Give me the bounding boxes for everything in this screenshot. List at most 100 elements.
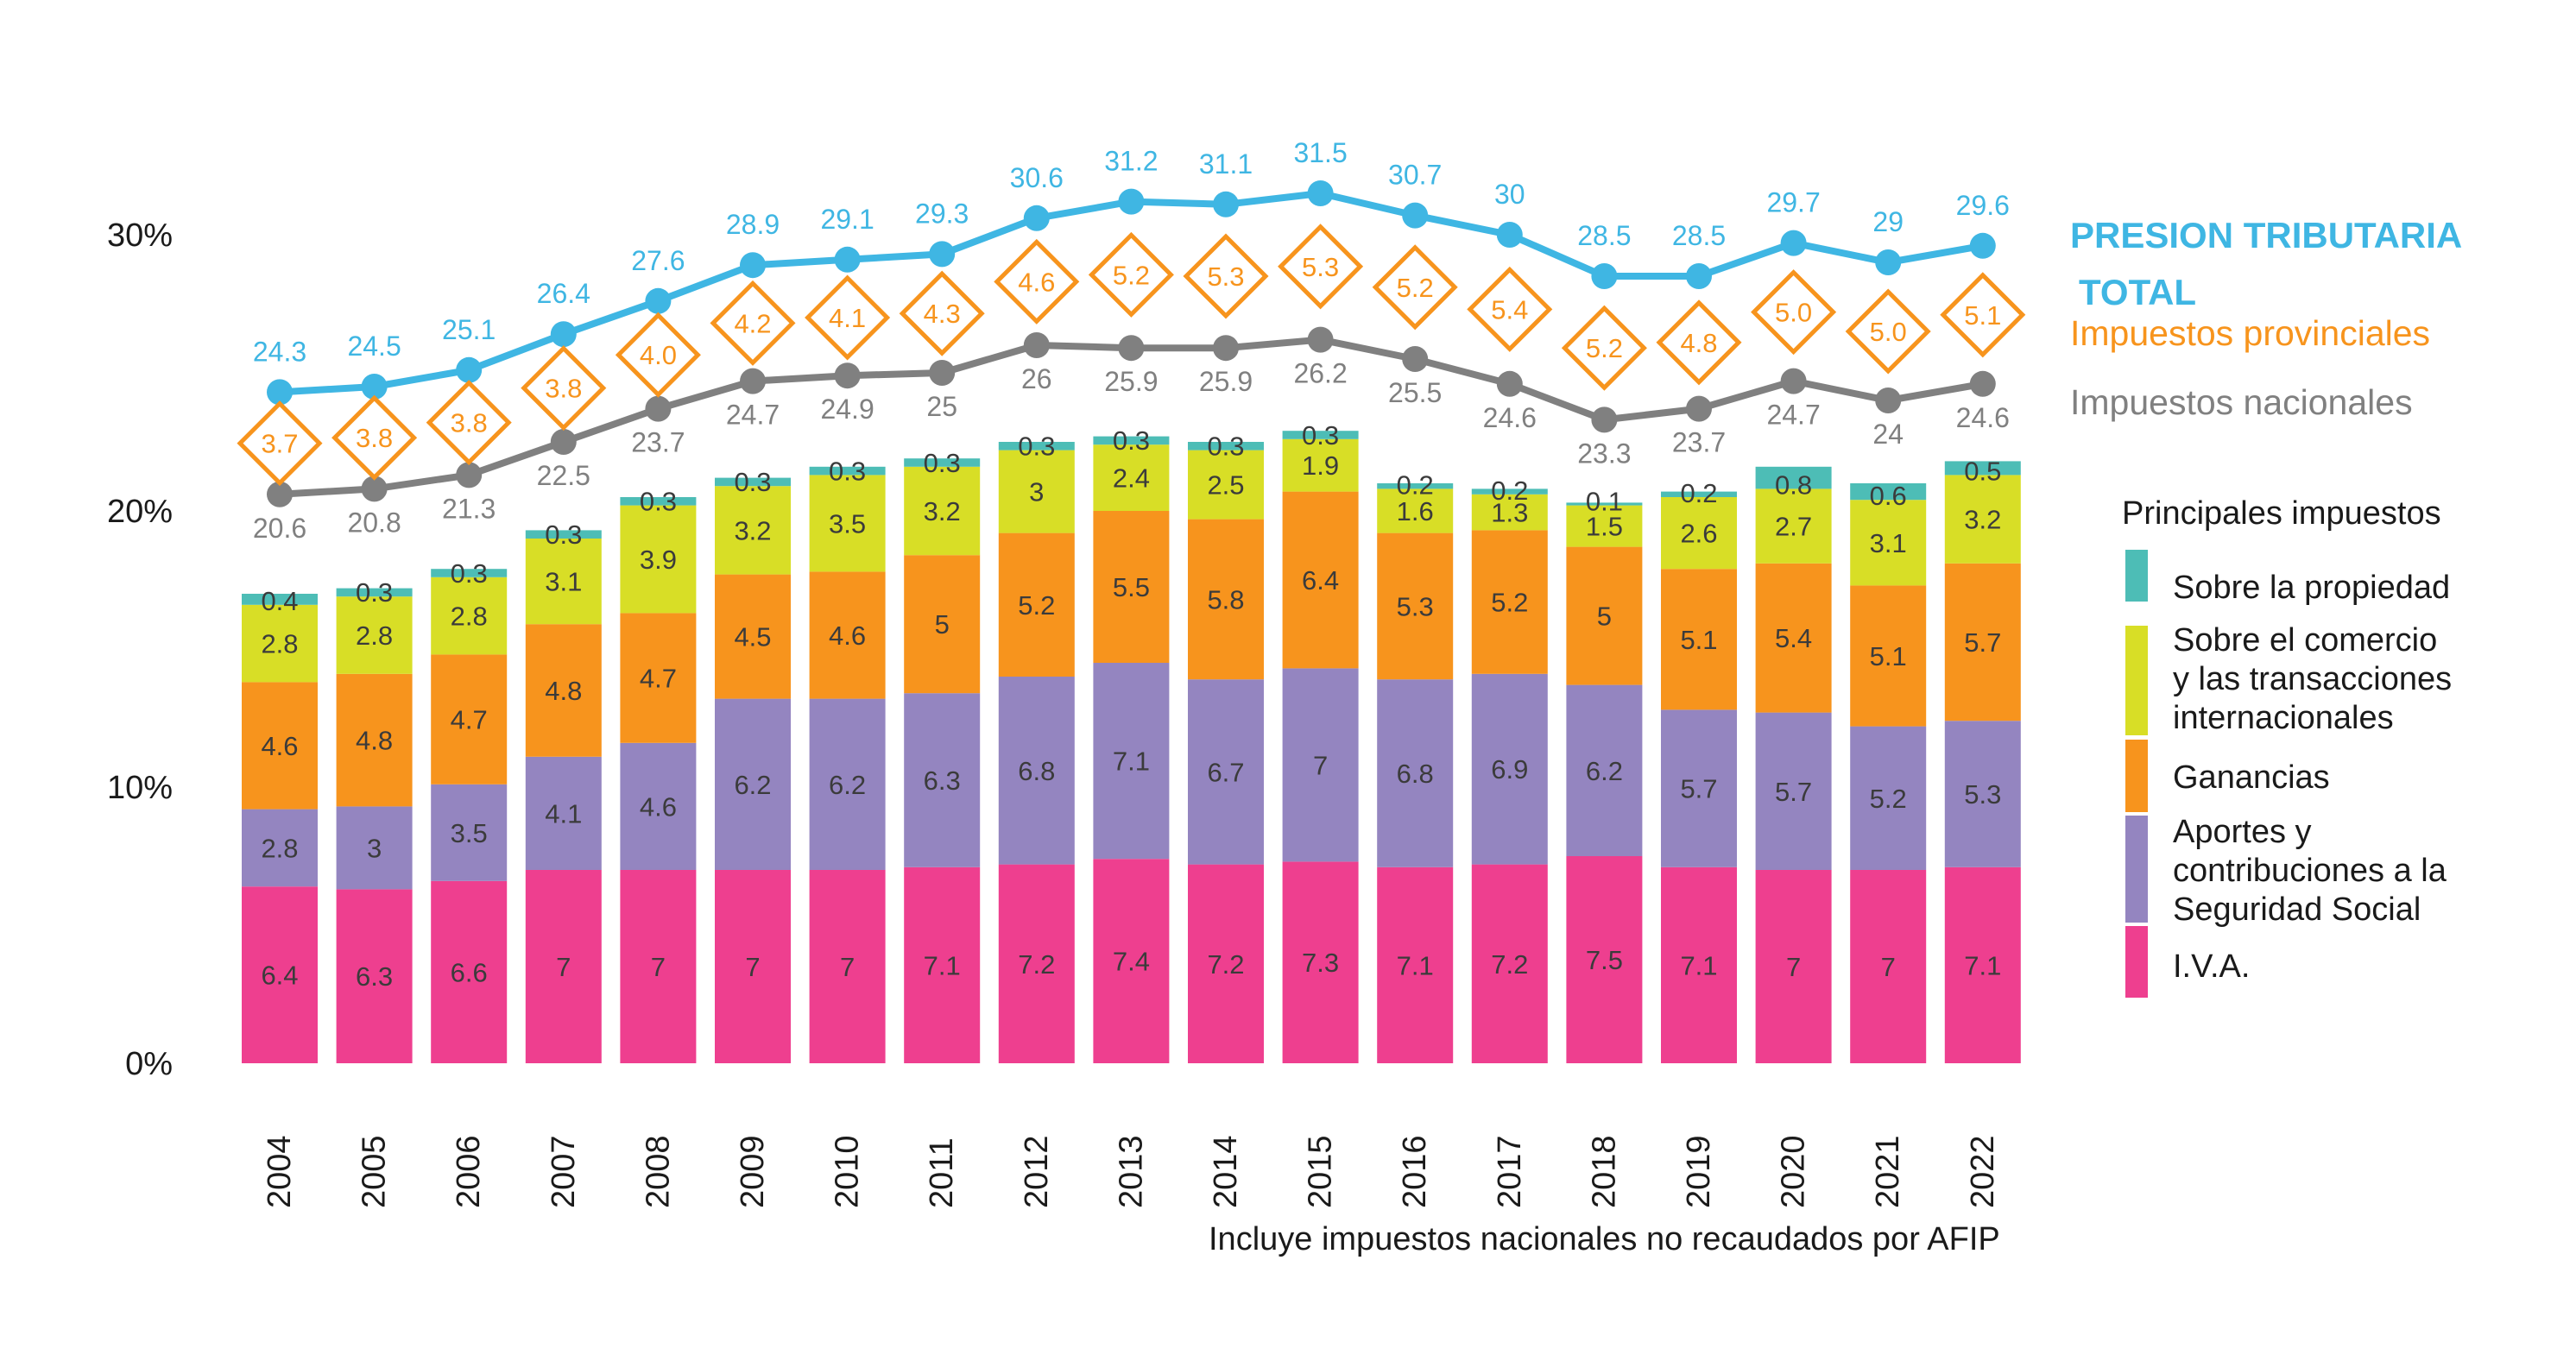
- bar-value-label: 2.4: [1113, 463, 1150, 494]
- x-tick-label: 2022: [1965, 1135, 2001, 1208]
- national-value-label: 23.7: [631, 427, 685, 458]
- bar-segment: [1944, 866, 2021, 1063]
- bar-value-label: 7.3: [1302, 948, 1339, 978]
- bar-segment: [242, 886, 318, 1063]
- national-point: [1875, 388, 1902, 413]
- national-point: [1496, 370, 1523, 397]
- national-value-label: 23.3: [1577, 438, 1631, 469]
- bar-segment: [809, 466, 886, 476]
- x-tick-label: 2017: [1492, 1135, 1528, 1208]
- provincial-value-label: 3.8: [545, 374, 582, 404]
- provincial-diamond: [1278, 224, 1364, 310]
- national-point: [267, 481, 293, 507]
- bar-value-label: 7.1: [1113, 747, 1150, 777]
- legend-label: Aportes y: [2173, 814, 2312, 850]
- bar-segment: [1282, 431, 1359, 439]
- legend-title: Principales impuestos: [2122, 495, 2441, 532]
- bar-segment: [1755, 563, 1832, 713]
- provincial-value-label: 5.3: [1207, 261, 1244, 292]
- national-value-label: 24.6: [1956, 402, 2010, 433]
- bar-segment: [904, 866, 981, 1063]
- legend-label: Ganancias: [2173, 759, 2330, 796]
- x-tick-label: 2019: [1681, 1135, 1717, 1208]
- legend-label: Sobre la propiedad: [2173, 570, 2450, 606]
- bar-segment: [1471, 494, 1548, 531]
- lines: 24.3 24.525.126.427.628.9 29.1 29.330.631.2…: [237, 137, 2026, 544]
- legend-label: y las transacciones: [2173, 661, 2452, 697]
- bar-value-label: 7.2: [1491, 949, 1528, 980]
- bar-value-label: 0.3: [829, 456, 866, 486]
- bar-value-label: 6.3: [356, 961, 393, 992]
- bar-value-label: 6.4: [261, 961, 298, 991]
- x-tick-label: 2020: [1776, 1135, 1812, 1208]
- x-tick-label: 2009: [735, 1135, 771, 1208]
- legend-swatch: [2125, 550, 2148, 602]
- bar-value-label: 0.2: [1680, 478, 1717, 508]
- bar-value-label: 0.3: [356, 577, 393, 608]
- total-value-label: 25.1: [442, 314, 496, 345]
- bar-segment: [1661, 866, 1737, 1063]
- bar-segment: [336, 806, 413, 890]
- provincial-diamond: [521, 345, 607, 432]
- provincial-diamond: [426, 380, 512, 466]
- bar-value-label: 1.9: [1302, 451, 1339, 481]
- national-value-label: 25.9: [1199, 366, 1253, 397]
- total-value-label: 31.1: [1199, 148, 1253, 180]
- bar-value-label: 4.6: [829, 621, 866, 651]
- bar-value-label: 4.8: [356, 726, 393, 756]
- total-legend-line1: PRESION TRIBUTARIA: [2070, 215, 2462, 255]
- bar-value-label: 5: [1597, 602, 1612, 632]
- provincial-value-label: 5.2: [1586, 333, 1623, 363]
- bar-value-label: 3.2: [734, 515, 771, 545]
- provincial-diamond: [331, 394, 418, 481]
- bar-segment: [1188, 519, 1264, 680]
- provincial-value-label: 4.6: [1018, 267, 1055, 297]
- bar-segment: [1755, 870, 1832, 1063]
- bar-segment: [715, 477, 791, 487]
- bar-segment: [1850, 726, 1927, 870]
- bar-value-label: 0.4: [261, 586, 298, 616]
- total-point: [1307, 180, 1334, 206]
- x-tick-label: 2012: [1019, 1135, 1055, 1208]
- total-point: [456, 356, 483, 383]
- legend-label: internacionales: [2173, 700, 2394, 736]
- national-point: [1213, 335, 1239, 362]
- bar-value-label: 6.2: [734, 770, 771, 800]
- bar-segment: [242, 604, 318, 683]
- bar-value-label: 3.5: [829, 508, 866, 539]
- bar-value-label: 6.8: [1018, 756, 1055, 786]
- total-value-label: 24.5: [347, 331, 401, 362]
- bar-segment: [1755, 466, 1832, 489]
- national-point: [1686, 395, 1712, 422]
- total-point: [550, 321, 577, 348]
- provincial-value-label: 3.7: [261, 429, 298, 459]
- provincial-value-label: 5.4: [1491, 294, 1528, 324]
- bar-value-label: 5.2: [1491, 588, 1528, 618]
- provincial-diamond: [899, 270, 985, 356]
- bar-segment: [1566, 505, 1643, 547]
- total-value-label: 30.6: [1010, 162, 1064, 193]
- bar-segment: [1377, 532, 1454, 680]
- total-point: [645, 287, 672, 314]
- bar-segment: [1093, 444, 1170, 511]
- bar-segment: [336, 889, 413, 1063]
- provincial-legend: Impuestos provinciales: [2070, 313, 2430, 353]
- provincial-diamond: [1467, 266, 1553, 352]
- national-value-label: 22.5: [537, 460, 590, 491]
- bar-value-label: 2.8: [451, 602, 488, 632]
- bar-value-label: 5.8: [1207, 584, 1244, 614]
- bar-value-label: 0.3: [1302, 420, 1339, 451]
- provincial-diamond: [1656, 299, 1742, 386]
- bar-segment: [1377, 483, 1454, 489]
- total-point: [1496, 222, 1523, 248]
- x-tick-label: 2006: [451, 1135, 487, 1208]
- bar-segment: [1850, 500, 1927, 586]
- bar-segment: [525, 530, 602, 539]
- total-point: [1213, 191, 1239, 217]
- bar-value-label: 5.7: [1775, 777, 1812, 807]
- bar-segment: [809, 870, 886, 1063]
- total-point: [929, 241, 956, 268]
- provincial-value-label: 3.8: [451, 408, 488, 438]
- bar-segment: [904, 458, 981, 467]
